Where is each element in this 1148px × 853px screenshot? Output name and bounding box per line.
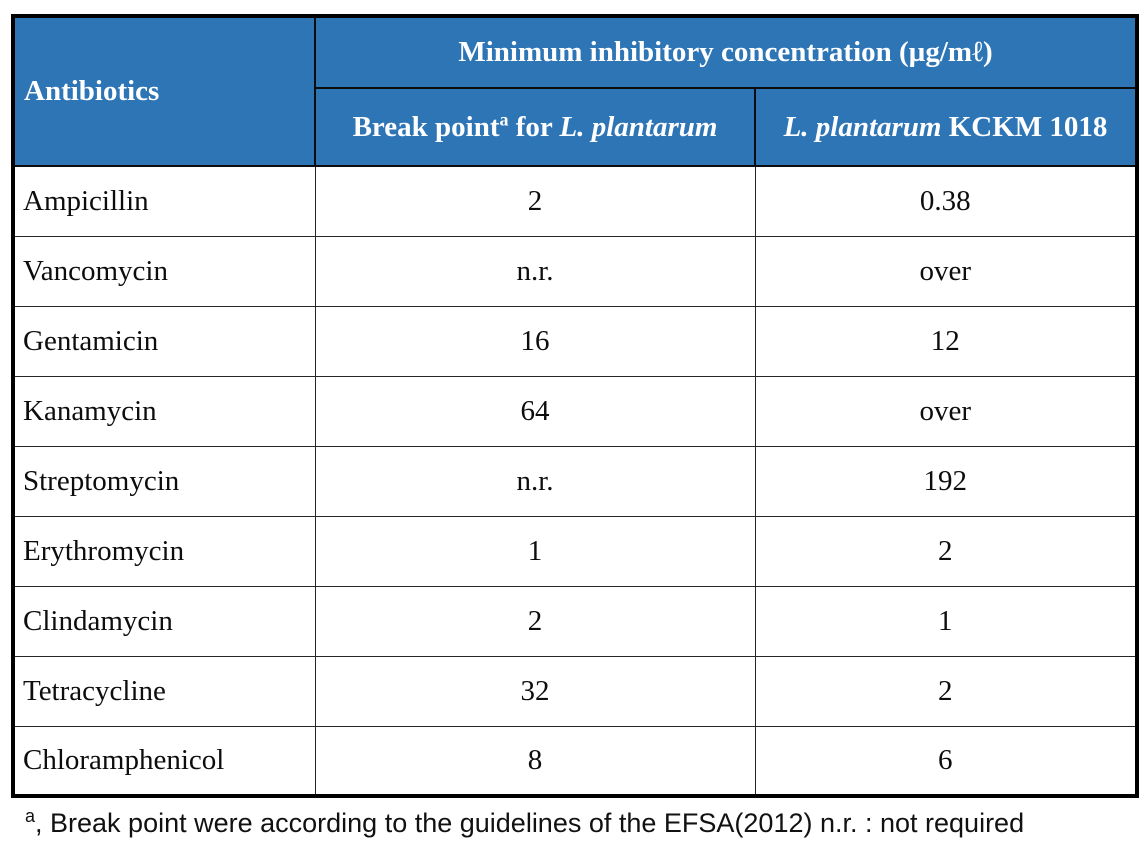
kckm1018-value-cell: 2 [754,515,1138,587]
column-header-strain: L. plantarum KCKM 1018 [754,87,1138,167]
break-point-mid: for [508,110,560,143]
table-row: Kanamycin 64 over [12,375,1138,447]
column-header-break-point: Break pointa for L. plantarum [314,87,756,167]
column-header-antibiotics: Antibiotics [12,15,316,167]
antibiotic-name-cell: Chloramphenicol [12,725,316,797]
break-point-value-cell: 8 [314,725,756,797]
kckm1018-value-cell: 192 [754,445,1138,517]
kckm1018-value-cell: 0.38 [754,165,1138,237]
antibiotic-name-cell: Tetracycline [12,655,316,727]
strain-species: L. plantarum [783,110,942,143]
break-point-value-cell: 1 [314,515,756,587]
break-point-value-cell: n.r. [314,235,756,307]
kckm1018-value-cell: 1 [754,585,1138,657]
table-body: Ampicillin 2 0.38 Vancomycin n.r. over G… [12,165,1138,797]
kckm1018-value-cell: 2 [754,655,1138,727]
kckm1018-value-cell: 12 [754,305,1138,377]
kckm1018-value-cell: over [754,375,1138,447]
antibiotic-name-cell: Clindamycin [12,585,316,657]
break-point-value-cell: 64 [314,375,756,447]
header-row-sub: Break pointa for L. plantarum L. plantar… [13,87,1138,167]
footnote-superscript: a [25,806,36,826]
table-row: Clindamycin 2 1 [12,585,1138,657]
mic-table: Antibiotics Minimum inhibitory concentra… [11,14,1139,798]
antibiotic-name-cell: Kanamycin [12,375,316,447]
break-point-superscript: a [499,108,509,129]
table-row: Erythromycin 1 2 [12,515,1138,587]
table-row: Streptomycin n.r. 192 [12,445,1138,517]
table-row: Vancomycin n.r. over [12,235,1138,307]
antibiotic-name-cell: Vancomycin [12,235,316,307]
break-point-value-cell: 2 [314,165,756,237]
table-row: Gentamicin 16 12 [12,305,1138,377]
break-point-value-cell: 2 [314,585,756,657]
strain-rest: KCKM 1018 [941,110,1108,143]
table-row: Ampicillin 2 0.38 [12,165,1138,237]
antibiotic-name-cell: Gentamicin [12,305,316,377]
footnote-text: , Break point were according to the guid… [35,808,1025,838]
break-point-value-cell: 16 [314,305,756,377]
antibiotic-name-cell: Streptomycin [12,445,316,517]
kckm1018-value-cell: 6 [754,725,1138,797]
antibiotics-header-label: Antibiotics [24,75,160,107]
break-point-species: L. plantarum [559,110,718,143]
column-header-mic-title: Minimum inhibitory concentration (µg/mℓ) [314,15,1138,89]
kckm1018-value-cell: over [754,235,1138,307]
table-row: Chloramphenicol 8 6 [12,725,1138,797]
header-row-top: Antibiotics Minimum inhibitory concentra… [12,15,1138,167]
break-point-prefix: Break point [352,110,500,143]
break-point-value-cell: n.r. [314,445,756,517]
antibiotic-name-cell: Ampicillin [12,165,316,237]
antibiotic-name-cell: Erythromycin [12,515,316,587]
table-row: Tetracycline 32 2 [12,655,1138,727]
mic-title-label: Minimum inhibitory concentration (µg/mℓ) [458,36,993,68]
table-footnote: a, Break point were according to the gui… [25,806,1025,839]
table-header: Antibiotics Minimum inhibitory concentra… [12,15,1138,167]
break-point-value-cell: 32 [314,655,756,727]
